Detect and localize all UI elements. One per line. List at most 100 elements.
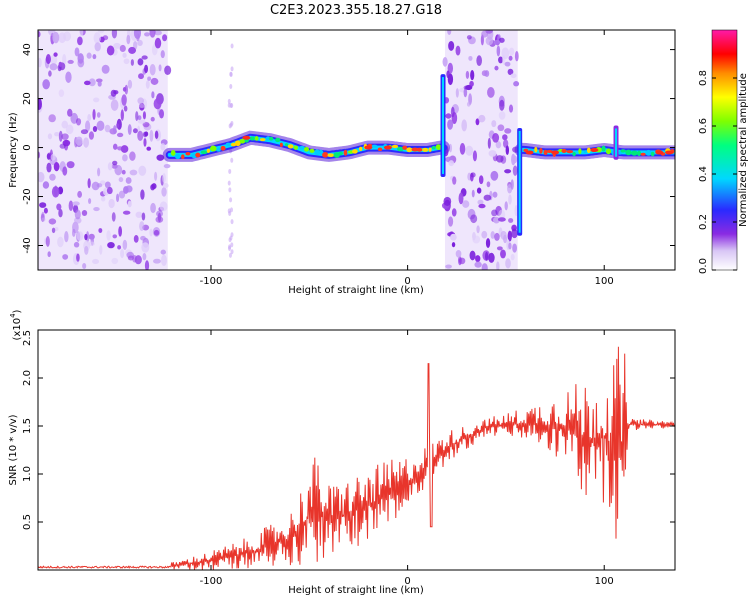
signal-blob bbox=[402, 145, 408, 150]
streak-blob bbox=[228, 168, 232, 174]
noise-blob bbox=[58, 89, 65, 98]
noise-blob bbox=[492, 132, 500, 143]
noise-blob bbox=[448, 40, 455, 51]
signal-blob bbox=[561, 148, 567, 154]
noise-blob bbox=[106, 186, 113, 195]
signal-hotspot bbox=[665, 150, 674, 155]
signal-hotspot bbox=[242, 135, 251, 140]
noise-blob bbox=[88, 131, 95, 140]
noise-blob bbox=[160, 50, 165, 59]
noise-blob bbox=[488, 252, 495, 263]
signal-blob bbox=[185, 151, 191, 156]
noise-blob bbox=[104, 181, 111, 189]
noise-blob bbox=[140, 189, 145, 200]
noise-blob bbox=[53, 185, 58, 197]
noise-blob bbox=[451, 112, 458, 125]
noise-blob bbox=[448, 216, 454, 227]
noise-blob bbox=[501, 54, 506, 65]
noise-blob bbox=[58, 32, 67, 44]
noise-blob bbox=[487, 87, 495, 98]
signal-blob bbox=[605, 148, 612, 155]
noise-blob bbox=[58, 61, 63, 67]
noise-blob bbox=[93, 32, 101, 44]
streak-blob bbox=[230, 232, 234, 238]
noise-blob bbox=[96, 120, 105, 131]
noise-blob bbox=[477, 199, 484, 205]
streak-blob bbox=[230, 249, 234, 255]
snr-line bbox=[38, 346, 675, 570]
noise-blob bbox=[74, 47, 80, 57]
scale-factor-base: (x10 bbox=[12, 318, 23, 341]
noise-blob bbox=[497, 124, 505, 132]
noise-blob bbox=[93, 207, 100, 212]
svg-text:(x104): (x104) bbox=[9, 309, 23, 340]
noise-blob bbox=[111, 257, 119, 265]
noise-blob bbox=[494, 232, 500, 241]
signal-blob bbox=[377, 147, 383, 152]
streak-blob bbox=[227, 180, 231, 186]
snr-background bbox=[38, 330, 675, 570]
noise-blob bbox=[492, 191, 498, 198]
noise-blob bbox=[508, 194, 512, 205]
streak-blob bbox=[230, 66, 234, 72]
noise-blob bbox=[142, 131, 148, 138]
noise-blob bbox=[49, 173, 56, 181]
noise-blob bbox=[120, 248, 125, 259]
noise-blob bbox=[514, 205, 518, 217]
streak-blob bbox=[230, 219, 234, 225]
noise-blob bbox=[162, 34, 168, 42]
noise-blob bbox=[67, 108, 73, 117]
signal-blob bbox=[617, 151, 623, 155]
noise-blob bbox=[512, 165, 518, 176]
signal-blob bbox=[249, 136, 256, 141]
streak-blob bbox=[229, 83, 233, 89]
noise-blob bbox=[162, 183, 169, 189]
noise-blob bbox=[485, 36, 494, 46]
signal-blob bbox=[631, 150, 638, 156]
y-tick-label: -20 bbox=[22, 188, 33, 204]
noise-blob bbox=[138, 103, 146, 108]
noise-blob bbox=[76, 253, 80, 262]
noise-blob bbox=[97, 30, 105, 34]
noise-blob bbox=[514, 51, 519, 62]
signal-blob bbox=[287, 144, 294, 149]
noise-blob bbox=[94, 42, 101, 52]
signal-blob bbox=[293, 145, 299, 150]
noise-blob bbox=[57, 236, 64, 248]
noise-blob bbox=[39, 202, 47, 208]
noise-blob bbox=[137, 119, 146, 124]
noise-blob bbox=[77, 58, 85, 68]
colorbar-tick-label: 0.4 bbox=[698, 166, 709, 182]
signal-blob bbox=[254, 136, 259, 141]
noise-blob bbox=[53, 161, 60, 172]
colorbar-tick-label: 0.2 bbox=[698, 214, 709, 230]
y-tick-label: 0 bbox=[22, 144, 33, 150]
noise-blob bbox=[144, 260, 150, 270]
noise-blob bbox=[461, 119, 467, 132]
noise-blob bbox=[46, 162, 52, 173]
noise-blob bbox=[38, 97, 42, 110]
noise-blob bbox=[102, 35, 109, 41]
noise-blob bbox=[45, 54, 51, 65]
noise-blob bbox=[121, 169, 126, 175]
noise-blob bbox=[481, 230, 488, 239]
noise-blob bbox=[143, 137, 147, 147]
noise-blob bbox=[73, 241, 80, 248]
signal-blob bbox=[309, 148, 315, 153]
noise-blob bbox=[38, 151, 41, 159]
noise-blob bbox=[462, 200, 470, 208]
noise-blob bbox=[122, 87, 127, 92]
noise-blob bbox=[463, 87, 468, 98]
noise-blob bbox=[58, 208, 63, 218]
noise-blob bbox=[509, 47, 515, 56]
noise-blob bbox=[154, 171, 158, 181]
noise-blob bbox=[85, 120, 91, 132]
noise-blob bbox=[447, 119, 454, 130]
noise-blob bbox=[88, 78, 96, 87]
noise-blob bbox=[512, 155, 518, 164]
noise-blob bbox=[93, 97, 100, 103]
noise-blob bbox=[84, 233, 88, 241]
noise-blob bbox=[154, 130, 159, 139]
noise-blob bbox=[510, 179, 514, 190]
noise-blob bbox=[500, 249, 506, 259]
